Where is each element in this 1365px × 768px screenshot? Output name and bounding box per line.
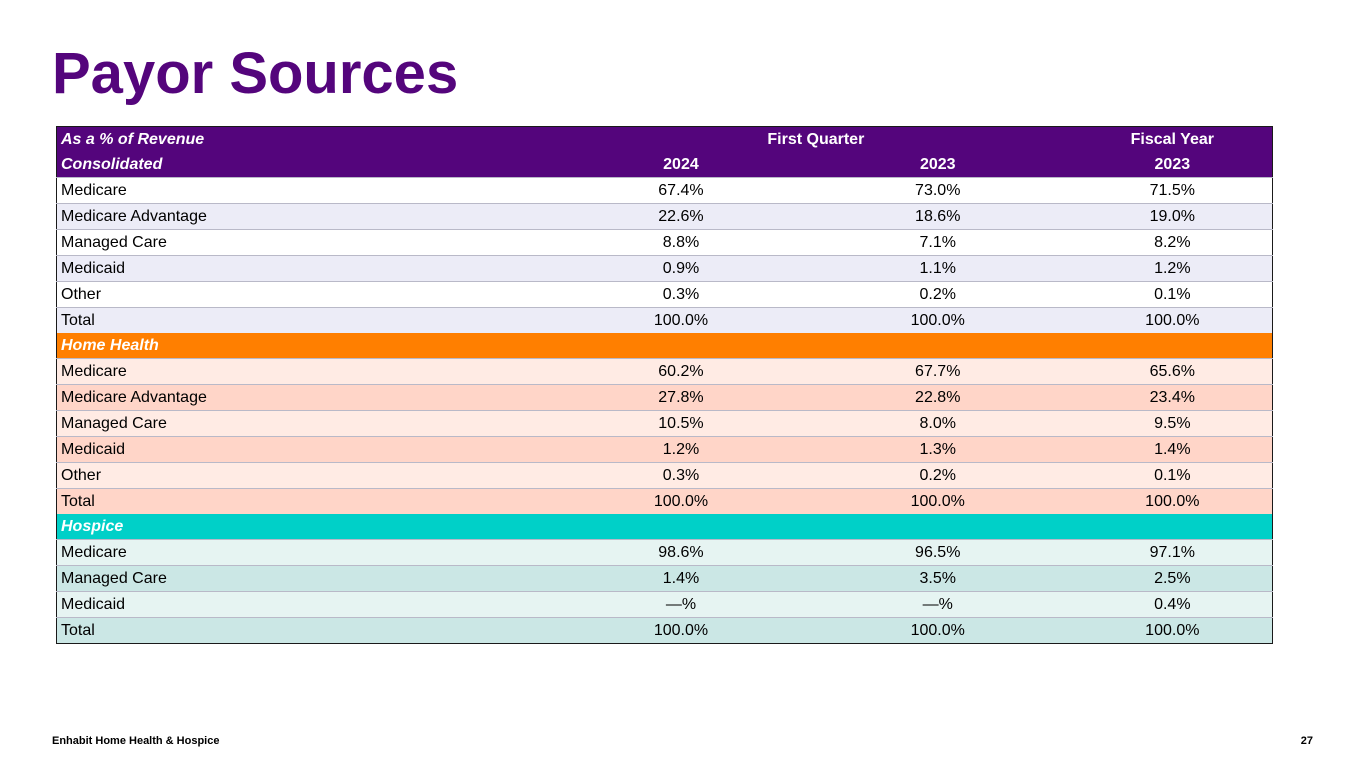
table-row: Medicaid 0.9% 1.1% 1.2% — [56, 255, 1273, 282]
cell-q1-2024: 22.6% — [559, 203, 803, 230]
header-row-1: As a % of Revenue First Quarter Fiscal Y… — [56, 126, 1273, 152]
cell-q1-2024: 67.4% — [559, 177, 803, 204]
cell-q1-2024: 0.3% — [559, 462, 803, 489]
row-label: Medicare — [56, 177, 560, 204]
cell-fy-2023: 8.2% — [1072, 229, 1273, 256]
cell-q1-2023: 96.5% — [802, 539, 1073, 566]
row-label: Medicare Advantage — [56, 203, 560, 230]
cell-q1-2023: 100.0% — [802, 307, 1073, 333]
table-row: Medicare 67.4% 73.0% 71.5% — [56, 177, 1273, 204]
cell-fy-2023: 100.0% — [1072, 617, 1273, 644]
cell-fy-2023: 65.6% — [1072, 358, 1273, 385]
cell-q1-2023: 18.6% — [802, 203, 1073, 230]
table-row: Medicare Advantage 27.8% 22.8% 23.4% — [56, 384, 1273, 411]
footer-page-number: 27 — [1300, 735, 1313, 747]
cell-q1-2024: 60.2% — [559, 358, 803, 385]
row-label: Managed Care — [56, 410, 560, 437]
cell-fy-2023: 100.0% — [1072, 488, 1273, 514]
payor-sources-table: As a % of Revenue First Quarter Fiscal Y… — [56, 126, 1273, 644]
cell-q1-2024: 10.5% — [559, 410, 803, 437]
row-label: Total — [56, 307, 560, 333]
table-row: Total 100.0% 100.0% 100.0% — [56, 307, 1273, 333]
row-label: Medicare Advantage — [56, 384, 560, 411]
table-row: Total 100.0% 100.0% 100.0% — [56, 617, 1273, 644]
cell-q1-2024: 8.8% — [559, 229, 803, 256]
section-hospice-label: Hospice — [56, 514, 1273, 540]
cell-fy-2023: 97.1% — [1072, 539, 1273, 566]
header-fiscal-year: Fiscal Year — [1072, 126, 1273, 152]
cell-q1-2024: 100.0% — [559, 488, 803, 514]
cell-q1-2024: 0.3% — [559, 281, 803, 308]
row-label: Total — [56, 617, 560, 644]
header-consolidated: Consolidated — [56, 152, 560, 178]
cell-q1-2024: 0.9% — [559, 255, 803, 282]
cell-fy-2023: 1.2% — [1072, 255, 1273, 282]
cell-q1-2024: 100.0% — [559, 307, 803, 333]
row-label: Medicaid — [56, 255, 560, 282]
cell-q1-2023: 73.0% — [802, 177, 1073, 204]
cell-fy-2023: 0.4% — [1072, 591, 1273, 618]
header-col-2024: 2024 — [559, 152, 803, 178]
header-col-2023-q: 2023 — [802, 152, 1073, 178]
cell-q1-2023: 1.3% — [802, 436, 1073, 463]
cell-fy-2023: 2.5% — [1072, 565, 1273, 592]
cell-fy-2023: 1.4% — [1072, 436, 1273, 463]
cell-q1-2023: 22.8% — [802, 384, 1073, 411]
cell-q1-2023: 1.1% — [802, 255, 1073, 282]
table-row: Total 100.0% 100.0% 100.0% — [56, 488, 1273, 514]
cell-q1-2024: —% — [559, 591, 803, 618]
table-row: Medicare 98.6% 96.5% 97.1% — [56, 539, 1273, 566]
table-row: Other 0.3% 0.2% 0.1% — [56, 462, 1273, 489]
table-row: Medicaid —% —% 0.4% — [56, 591, 1273, 618]
cell-q1-2024: 1.2% — [559, 436, 803, 463]
cell-q1-2023: 100.0% — [802, 488, 1073, 514]
cell-fy-2023: 71.5% — [1072, 177, 1273, 204]
cell-q1-2023: 3.5% — [802, 565, 1073, 592]
cell-fy-2023: 23.4% — [1072, 384, 1273, 411]
cell-fy-2023: 100.0% — [1072, 307, 1273, 333]
row-label: Other — [56, 462, 560, 489]
section-hospice: Hospice — [56, 514, 1273, 540]
table-row: Medicare Advantage 22.6% 18.6% 19.0% — [56, 203, 1273, 230]
row-label: Medicare — [56, 539, 560, 566]
cell-q1-2024: 1.4% — [559, 565, 803, 592]
cell-q1-2023: 67.7% — [802, 358, 1073, 385]
table-row: Managed Care 1.4% 3.5% 2.5% — [56, 565, 1273, 592]
row-label: Managed Care — [56, 229, 560, 256]
table-row: Other 0.3% 0.2% 0.1% — [56, 281, 1273, 308]
cell-q1-2023: 0.2% — [802, 462, 1073, 489]
footer-company: Enhabit Home Health & Hospice — [52, 735, 220, 747]
cell-q1-2024: 27.8% — [559, 384, 803, 411]
cell-q1-2024: 100.0% — [559, 617, 803, 644]
section-home-health: Home Health — [56, 333, 1273, 359]
section-home-health-label: Home Health — [56, 333, 1273, 359]
cell-q1-2023: 0.2% — [802, 281, 1073, 308]
row-label: Managed Care — [56, 565, 560, 592]
cell-q1-2023: —% — [802, 591, 1073, 618]
row-label: Medicaid — [56, 436, 560, 463]
table-row: Managed Care 8.8% 7.1% 8.2% — [56, 229, 1273, 256]
cell-fy-2023: 9.5% — [1072, 410, 1273, 437]
table-row: Managed Care 10.5% 8.0% 9.5% — [56, 410, 1273, 437]
cell-q1-2023: 100.0% — [802, 617, 1073, 644]
header-first-quarter: First Quarter — [559, 126, 1073, 152]
row-label: Total — [56, 488, 560, 514]
page-title: Payor Sources — [52, 41, 459, 106]
table-row: Medicaid 1.2% 1.3% 1.4% — [56, 436, 1273, 463]
header-col-2023-fy: 2023 — [1072, 152, 1273, 178]
cell-q1-2023: 8.0% — [802, 410, 1073, 437]
cell-q1-2023: 7.1% — [802, 229, 1073, 256]
row-label: Medicaid — [56, 591, 560, 618]
header-row-2: Consolidated 2024 2023 2023 — [56, 152, 1273, 178]
header-label: As a % of Revenue — [56, 126, 560, 152]
cell-fy-2023: 0.1% — [1072, 281, 1273, 308]
row-label: Medicare — [56, 358, 560, 385]
cell-fy-2023: 19.0% — [1072, 203, 1273, 230]
cell-fy-2023: 0.1% — [1072, 462, 1273, 489]
cell-q1-2024: 98.6% — [559, 539, 803, 566]
table-row: Medicare 60.2% 67.7% 65.6% — [56, 358, 1273, 385]
row-label: Other — [56, 281, 560, 308]
